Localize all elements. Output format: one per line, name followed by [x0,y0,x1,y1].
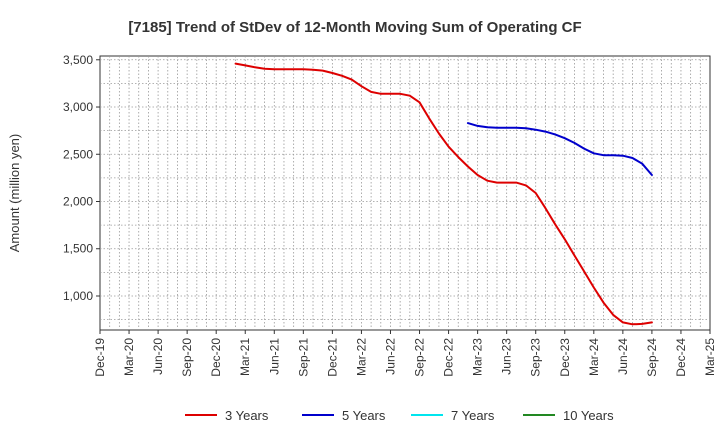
y-tick-label: 1,500 [63,242,93,256]
vertical-gridlines [109,56,701,330]
y-tick-label: 2,500 [63,147,93,161]
chart-title: [7185] Trend of StDev of 12-Month Moving… [128,19,581,36]
legend-label-7-years: 7 Years [451,408,495,423]
plot-area [99,55,711,331]
x-tick-label: Mar-24 [587,338,601,376]
x-tick-label: Dec-22 [442,338,456,377]
y-axis-ticks: 1,000 1,500 2,000 2,500 3,000 3,500 [63,53,100,303]
x-tick-label: Dec-23 [558,338,572,377]
y-tick-label: 3,000 [63,100,93,114]
series-lines [234,62,653,326]
x-tick-label: Mar-23 [471,338,485,376]
x-tick-label: Sep-21 [296,338,310,377]
plot-frame [99,55,711,331]
x-tick-label: Mar-20 [122,338,136,376]
y-tick-label: 3,500 [63,53,93,67]
x-tick-label: Jun-21 [267,338,281,375]
horizontal-gridlines [100,59,710,321]
legend-label-5-years: 5 Years [342,408,386,423]
x-tick-label: Dec-24 [674,338,688,377]
x-tick-label: Sep-23 [529,338,543,377]
series-line-3-years [234,62,653,326]
series-line-5-years [466,122,653,176]
x-axis-ticks: Dec-19 Mar-20 Jun-20 Sep-20 Dec-20 Mar-21 Jun-… [93,330,717,377]
legend: 3 Years 5 Years 7 Years 10 Years [185,408,614,423]
legend-label-10-years: 10 Years [563,408,614,423]
x-tick-label: Dec-20 [209,338,223,377]
y-tick-label: 1,000 [63,289,93,303]
x-tick-label: Sep-22 [413,338,427,377]
x-tick-label: Dec-19 [93,338,107,377]
x-tick-label: Jun-20 [151,338,165,375]
x-tick-label: Mar-21 [238,338,252,376]
x-tick-label: Mar-25 [703,338,717,376]
legend-label-3-years: 3 Years [225,408,269,423]
x-tick-label: Mar-22 [354,338,368,376]
y-tick-label: 2,000 [63,195,93,209]
x-tick-label: Sep-20 [180,338,194,377]
y-axis-label: Amount (million yen) [7,134,22,253]
x-tick-label: Sep-24 [645,338,659,377]
x-tick-label: Jun-22 [383,338,397,375]
x-tick-label: Dec-21 [325,338,339,377]
x-tick-label: Jun-24 [616,338,630,375]
x-tick-label: Jun-23 [500,338,514,375]
